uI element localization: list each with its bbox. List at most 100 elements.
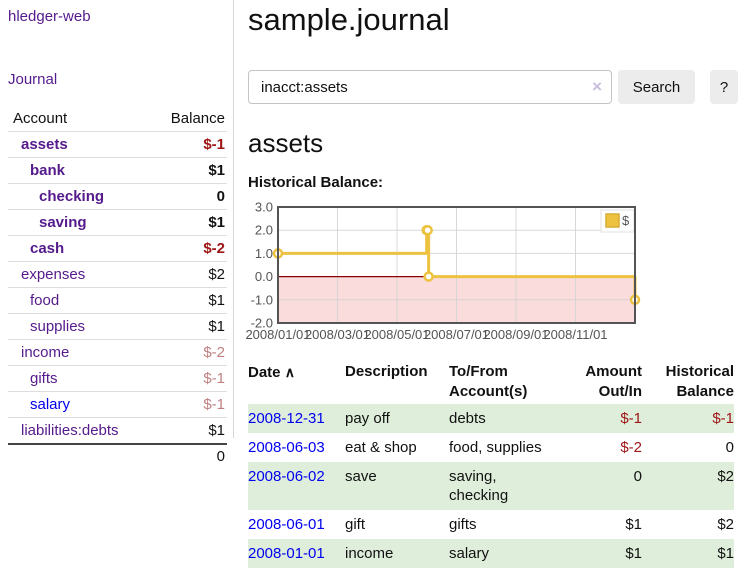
search-form: × [248, 70, 612, 104]
transaction-amount-cell: $-1 [620, 410, 642, 427]
transaction-date-link[interactable]: 2008-06-03 [248, 439, 325, 456]
account-balance: $-2 [203, 344, 225, 361]
transaction-balance-cell: $2 [717, 468, 734, 485]
search-button[interactable]: Search [618, 70, 695, 104]
legend-swatch [605, 213, 620, 228]
y-axis-tick-label: 3.0 [255, 200, 273, 215]
transaction-description-cell: gift [345, 516, 366, 533]
transaction-balance-cell: $2 [717, 516, 734, 533]
transaction-description-cell: save [345, 468, 377, 485]
account-balance: $1 [208, 162, 225, 179]
account-row: cash $-2 [8, 235, 227, 262]
account-link-saving[interactable]: saving [39, 214, 87, 231]
transaction-accounts-cell: saving, checking [449, 468, 509, 504]
transaction-amount-cell: $1 [625, 545, 642, 562]
transaction-date-link[interactable]: 2008-01-01 [248, 545, 325, 562]
y-axis-tick-label: 2.0 [255, 223, 273, 238]
account-row: income $-2 [8, 339, 227, 366]
account-row: supplies $1 [8, 313, 227, 340]
account-row: bank $1 [8, 157, 227, 184]
account-row: food $1 [8, 287, 227, 314]
transaction-date-cell: 2008-06-01 [248, 510, 345, 539]
account-row: saving $1 [8, 209, 227, 236]
transaction-amount-cell: $-2 [620, 439, 642, 456]
account-link-expenses[interactable]: expenses [21, 266, 86, 283]
account-row: gifts $-1 [8, 365, 227, 392]
account-row: expenses $2 [8, 261, 227, 288]
account-balance: $1 [208, 214, 225, 231]
accounts-table: Account Balance assets $-1 bank $1 checking 0… [8, 106, 227, 468]
transaction-date-link[interactable]: 2008-06-02 [248, 468, 325, 485]
transaction-date-link[interactable]: 2008-12-31 [248, 410, 325, 427]
transaction-amount-cell: 0 [633, 468, 642, 485]
account-heading: assets [248, 128, 324, 158]
plot-border [277, 206, 636, 324]
x-axis-tick-label: 2008/01/01 [245, 327, 310, 342]
transaction-row: 2008-01-01 income salary $1 $1 [248, 539, 734, 568]
register-header-row: Date ∧ Description To/From Account(s) Am… [248, 360, 734, 404]
y-axis-tick-label: 1.0 [255, 246, 273, 261]
account-link-cash[interactable]: cash [30, 240, 65, 257]
account-link-bank[interactable]: bank [30, 162, 66, 179]
transaction-balance-cell: $-1 [712, 410, 734, 427]
transaction-row: 2008-06-03 eat & shop food, supplies $-2 0 [248, 433, 734, 462]
account-balance: $1 [208, 292, 225, 309]
account-link-salary[interactable]: salary [30, 396, 71, 413]
sidebar-divider [233, 0, 234, 438]
account-link-supplies[interactable]: supplies [30, 318, 86, 335]
x-axis-tick-label: 2008/09/01 [483, 327, 548, 342]
register-header-balance: Historical Balance [665, 363, 734, 400]
chart-title: Historical Balance: [248, 174, 384, 191]
transaction-balance-cell: $1 [717, 545, 734, 562]
account-row: liabilities:debts $1 [8, 417, 227, 445]
sort-by-date-link[interactable]: Date ∧ [248, 364, 295, 381]
help-button[interactable]: ? [710, 70, 738, 104]
x-axis-tick-label: 2008/05/01 [364, 327, 429, 342]
register-header-date: Date ∧ [248, 360, 345, 404]
account-link-assets[interactable]: assets [21, 136, 68, 153]
account-link-checking[interactable]: checking [39, 188, 105, 205]
account-balance: $-1 [203, 370, 225, 387]
accounts-body: assets $-1 bank $1 checking 0 saving $1 cash $-2 e… [8, 131, 227, 445]
clear-search-icon[interactable]: × [592, 77, 602, 96]
account-balance: $-1 [203, 136, 225, 153]
account-link-gifts[interactable]: gifts [30, 370, 58, 387]
transaction-accounts-cell: salary [449, 545, 490, 562]
account-link-liabilities-debts[interactable]: liabilities:debts [21, 422, 119, 439]
app-title-link[interactable]: hledger-web [8, 8, 91, 25]
balance-chart: $3.0 2.0 1.0 0.0 -1.0 -2.02008/01/012008/03/0… [245, 200, 641, 342]
transaction-row: 2008-06-01 gift gifts $1 $2 [248, 510, 734, 539]
account-balance: 0 [216, 188, 225, 205]
transaction-date-cell: 2008-12-31 [248, 404, 345, 433]
accounts-total-row: 0 [8, 444, 227, 468]
account-link-food[interactable]: food [30, 292, 60, 309]
account-balance: $-1 [203, 396, 225, 413]
page-title: sample.journal [248, 2, 450, 37]
account-row: assets $-1 [8, 131, 227, 158]
account-balance: $2 [208, 266, 225, 283]
register-body: 2008-12-31 pay off debts $-1 $-1 2008-06-03 ea… [248, 404, 734, 568]
data-point [422, 224, 433, 236]
account-link-income[interactable]: income [21, 344, 70, 361]
sidebar-item-journal[interactable]: Journal [8, 71, 58, 88]
accounts-header-row: Account Balance [8, 106, 227, 132]
transaction-date-cell: 2008-06-03 [248, 433, 345, 462]
transaction-date-link[interactable]: 2008-06-01 [248, 516, 325, 533]
search-input[interactable] [248, 70, 612, 104]
sort-ascending-icon: ∧ [284, 364, 295, 380]
y-axis-tick-label: -1.0 [251, 292, 273, 307]
transaction-date-cell: 2008-01-01 [248, 539, 345, 568]
y-axis-tick-label: -2.0 [251, 316, 273, 331]
transaction-row: 2008-12-31 pay off debts $-1 $-1 [248, 404, 734, 433]
register-header-amount: Amount Out/In [585, 363, 642, 400]
transaction-description-cell: eat & shop [345, 439, 417, 456]
accounts-header-balance: Balance [170, 110, 225, 127]
transaction-balance-cell: 0 [725, 439, 734, 456]
transaction-description-cell: pay off [345, 410, 390, 427]
register-header-description: Description [345, 363, 428, 380]
y-axis-tick-label: 0.0 [255, 269, 273, 284]
account-row: salary $-1 [8, 391, 227, 418]
transaction-accounts-cell: debts [449, 410, 486, 427]
account-balance: $-2 [203, 240, 225, 257]
transaction-amount-cell: $1 [625, 516, 642, 533]
